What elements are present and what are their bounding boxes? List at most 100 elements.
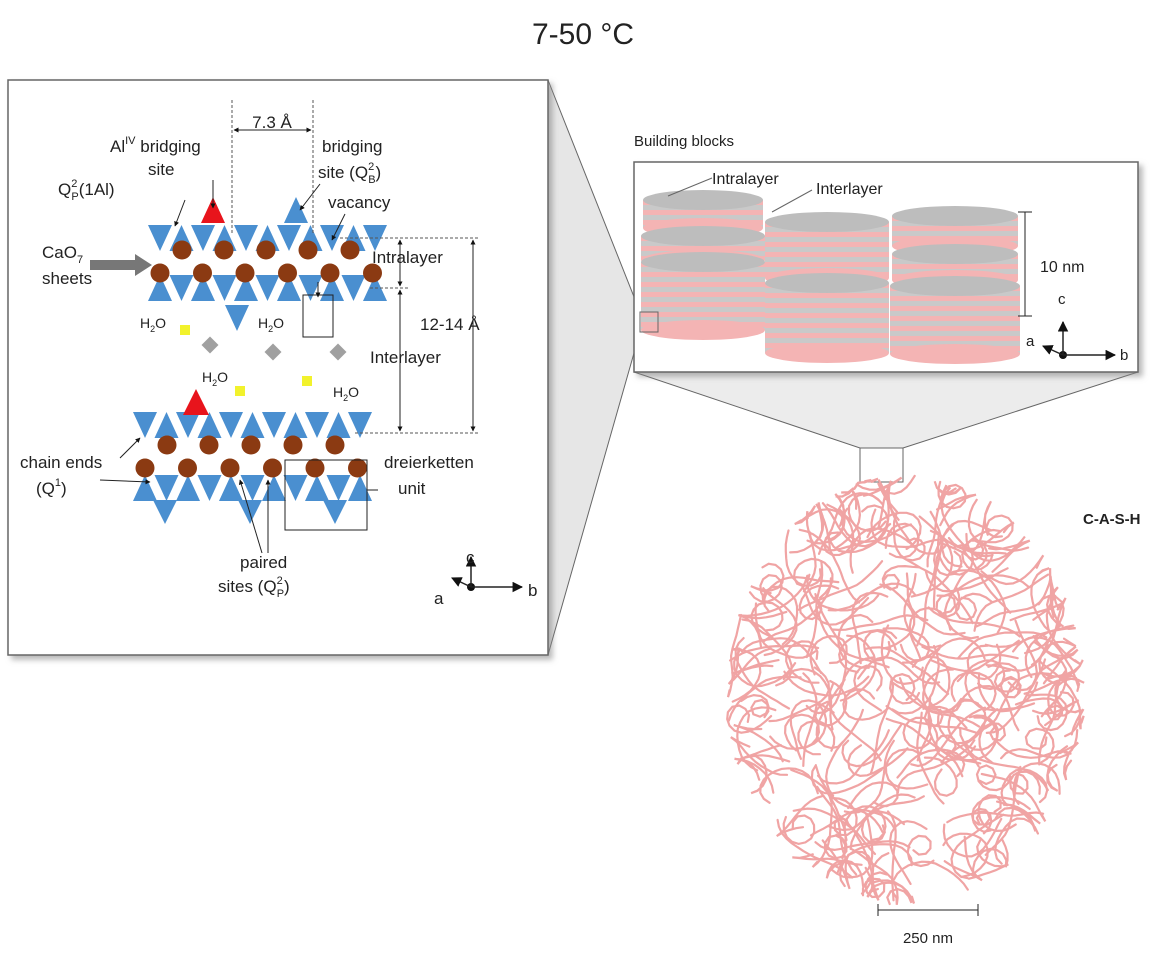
- t: 2: [268, 324, 273, 334]
- tetrahedron: [133, 475, 157, 501]
- tetrahedron: [191, 275, 215, 301]
- fiber: [847, 781, 899, 810]
- tetrahedron: [283, 475, 308, 501]
- fiber: [1038, 637, 1077, 685]
- t: ): [376, 163, 382, 182]
- cylinder-top: [892, 244, 1018, 264]
- fiber: [784, 529, 822, 587]
- tetrahedron: [154, 475, 179, 501]
- fiber: [1024, 727, 1055, 764]
- fiber: [951, 569, 1007, 634]
- fiber: [977, 794, 1017, 833]
- line: [119, 437, 141, 459]
- t: (1Al): [79, 180, 115, 199]
- fiber: [873, 479, 890, 545]
- layer-stripe: [765, 338, 889, 343]
- fiber: [815, 609, 890, 669]
- tetrahedron: [323, 500, 347, 524]
- fiber: [750, 601, 784, 637]
- ca-atom: [193, 263, 212, 283]
- ca-atom: [178, 458, 197, 478]
- ca-atom: [263, 458, 282, 478]
- fiber: [967, 839, 1009, 880]
- title: 7-50 °C: [532, 18, 634, 51]
- tetrahedron: [219, 475, 243, 501]
- fiber: [870, 508, 941, 549]
- fiber: [946, 716, 999, 762]
- building-blocks-title: Building blocks: [634, 133, 734, 150]
- layer-stripe: [641, 302, 765, 307]
- fiber: [1007, 619, 1038, 692]
- fiber: [797, 720, 836, 756]
- fiber: [1059, 741, 1079, 781]
- layer-stripe: [890, 311, 1020, 316]
- fiber: [987, 662, 1021, 693]
- tetrahedron: [305, 475, 329, 501]
- bridging-label: bridging: [322, 137, 383, 156]
- line: [238, 479, 263, 554]
- layer-stripe: [765, 308, 889, 313]
- fiber: [727, 675, 802, 722]
- water-molecule: [235, 386, 245, 396]
- fiber: [910, 529, 954, 598]
- fiber: [1046, 745, 1069, 792]
- ca-atom: [283, 435, 303, 455]
- fiber: [860, 810, 905, 844]
- fiber: [932, 523, 963, 577]
- cao7-label: CaO7: [42, 243, 83, 266]
- tetrahedron: [277, 225, 301, 251]
- layer-stripe: [643, 210, 763, 215]
- spacing-label-2: 12-14 Å: [420, 315, 480, 334]
- layer-stripe: [765, 298, 889, 303]
- layer-stripe: [641, 272, 765, 277]
- tetrahedron: [255, 275, 280, 301]
- fiber: [933, 480, 962, 496]
- fiber: [922, 668, 963, 714]
- fiber: [916, 711, 945, 805]
- fiber: [921, 645, 1019, 660]
- fiber: [1030, 567, 1051, 633]
- ca-atom: [325, 435, 345, 455]
- fiber: [798, 584, 840, 621]
- fiber: [965, 532, 1026, 562]
- thick-arrow: [90, 254, 152, 276]
- fiber: [808, 523, 892, 552]
- intralayer-label: Intralayer: [712, 171, 779, 188]
- tetrahedron: [219, 412, 243, 438]
- fiber: [815, 678, 846, 750]
- dreierketten-label: dreierketten: [384, 453, 474, 472]
- fiber: [1045, 586, 1064, 628]
- layer-stripe: [892, 231, 1018, 236]
- cylinders: [641, 190, 1020, 364]
- t: (Q: [36, 479, 55, 498]
- fiber: [950, 813, 1005, 880]
- fiber: [838, 628, 898, 674]
- fiber: [988, 539, 1031, 573]
- t: P: [277, 588, 284, 600]
- q2p-label: Q2 P(1Al): [58, 178, 115, 203]
- t: sites (Q: [218, 577, 277, 596]
- fiber: [805, 560, 824, 659]
- fiber: [801, 585, 870, 626]
- t: 2: [277, 575, 283, 587]
- fiber: [872, 879, 913, 906]
- line: [299, 183, 321, 211]
- background-layer: [7, 79, 1139, 916]
- ca-atom: [305, 458, 325, 478]
- water-molecule: [180, 325, 190, 335]
- fiber: [783, 670, 870, 697]
- fiber: [892, 860, 969, 891]
- ion: [329, 343, 347, 361]
- al-site-label: AlIV bridging: [110, 135, 201, 156]
- ca-atom: [214, 240, 234, 260]
- fiber: [727, 647, 772, 685]
- fiber: [896, 739, 976, 794]
- fiber: [740, 637, 822, 674]
- layer-stripe: [890, 336, 1020, 341]
- layer-stripe: [643, 215, 763, 220]
- tetrahedron: [341, 275, 366, 301]
- cylinder-top: [765, 273, 889, 293]
- fiber: [850, 848, 899, 905]
- ca-atom: [363, 263, 382, 283]
- fiber: [855, 476, 903, 497]
